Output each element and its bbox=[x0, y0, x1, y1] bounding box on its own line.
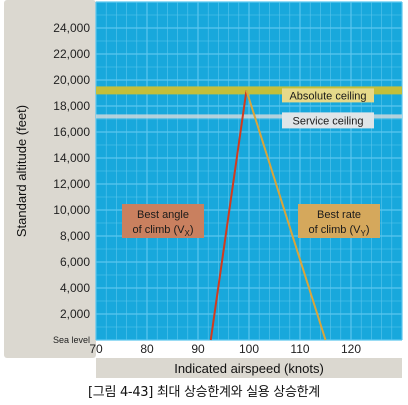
vy-annotation-box bbox=[298, 204, 380, 238]
vx-annotation-box bbox=[122, 204, 204, 238]
vy-annotation-line2: of climb (VY) bbox=[309, 224, 370, 238]
y-tick-label: Sea level bbox=[53, 335, 90, 345]
x-axis-label: Indicated airspeed (knots) bbox=[174, 361, 324, 376]
y-tick-label: 16,000 bbox=[53, 125, 90, 139]
vy-annotation-group: Best rate of climb (VY) bbox=[298, 204, 380, 238]
absolute-ceiling-line bbox=[96, 86, 402, 95]
best-rate-of-climb-line bbox=[245, 90, 327, 341]
y-tick-label: 8,000 bbox=[60, 229, 90, 243]
y-tick-label: 6,000 bbox=[60, 255, 90, 269]
y-tick-label: 24,000 bbox=[53, 21, 90, 35]
vx-annotation-line2: of climb (VX) bbox=[133, 224, 194, 238]
best-angle-of-climb-line bbox=[209, 90, 248, 341]
y-tick-label: 12,000 bbox=[53, 177, 90, 191]
x-tick-label: 100 bbox=[239, 342, 259, 356]
vx-annotation-group: Best angle of climb (VX) bbox=[122, 204, 204, 238]
service-ceiling-label-box bbox=[282, 112, 374, 129]
x-tick-label: 120 bbox=[341, 342, 361, 356]
y-tick-labels: Sea level 2,000 4,000 6,000 8,000 10,000 12,00… bbox=[53, 21, 90, 345]
chart: Absolute ceiling Service ceiling Best angl… bbox=[4, 0, 403, 378]
x-tick-label: 110 bbox=[290, 342, 309, 356]
y-tick-label: 20,000 bbox=[53, 73, 90, 87]
y-tick-label: 2,000 bbox=[60, 307, 90, 321]
x-tick-labels: 70 80 90 100 110 120 bbox=[89, 342, 361, 356]
y-tick-label: 10,000 bbox=[53, 203, 90, 217]
service-ceiling-line bbox=[96, 114, 402, 119]
y-tick-label: 22,000 bbox=[53, 47, 90, 61]
vx-annotation-line1: Best angle bbox=[137, 209, 189, 221]
y-axis-label: Standard altitude (feet) bbox=[14, 105, 29, 237]
y-tick-label: 14,000 bbox=[53, 151, 90, 165]
figure-caption: [그림 4-43] 최대 상승한계와 실용 상승한계 bbox=[88, 385, 320, 400]
y-tick-label: 18,000 bbox=[53, 99, 90, 113]
service-ceiling-label: Service ceiling bbox=[293, 115, 364, 127]
x-axis-label-band bbox=[96, 358, 402, 378]
x-tick-label: 70 bbox=[89, 342, 103, 356]
x-tick-label: 90 bbox=[191, 342, 205, 356]
x-tick-label: 80 bbox=[140, 342, 154, 356]
y-tick-label: 4,000 bbox=[60, 281, 90, 295]
vy-annotation-line1: Best rate bbox=[317, 209, 361, 221]
absolute-ceiling-label: Absolute ceiling bbox=[289, 90, 366, 102]
absolute-ceiling-label-box bbox=[282, 88, 374, 103]
y-axis-band bbox=[4, 0, 96, 358]
